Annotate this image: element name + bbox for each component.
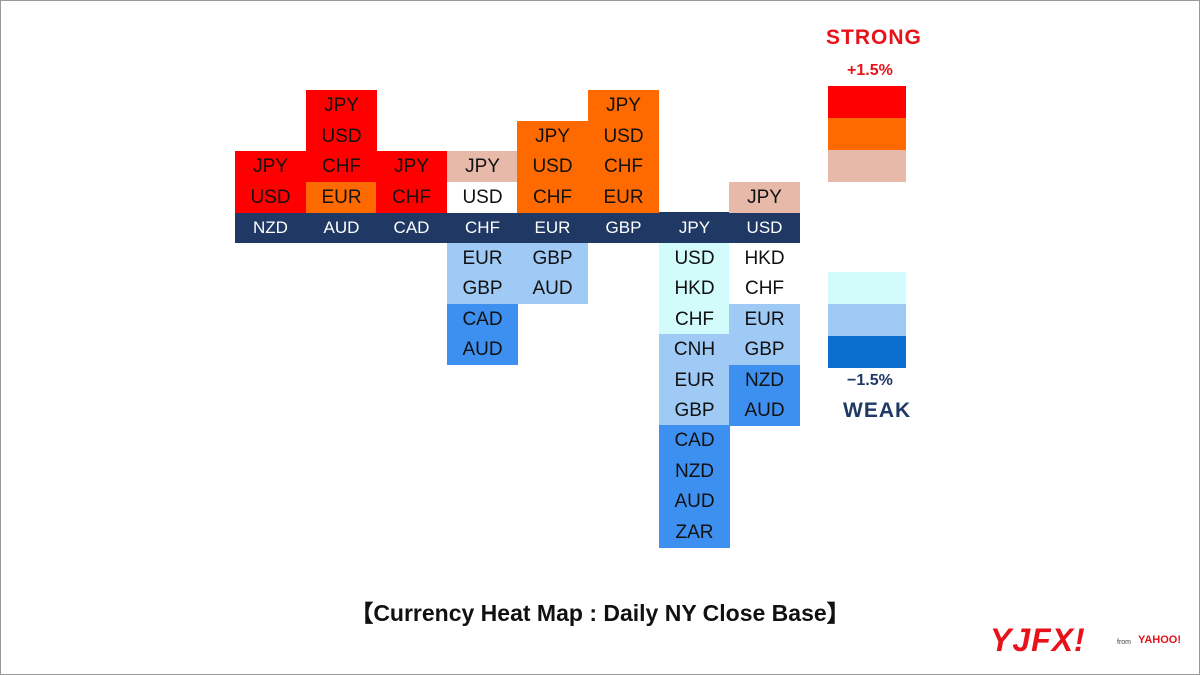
heatmap-cell-stronger: JPY xyxy=(306,90,377,121)
yjfx-logo: YJFX! from YAHOO! xyxy=(990,622,1181,662)
heatmap-cell-weaker: AUD xyxy=(659,486,730,517)
base-currency-cad: CAD xyxy=(393,217,430,237)
heatmap-cell-weaker: NZD xyxy=(729,365,800,396)
heatmap-cell-weaker: NZD xyxy=(659,456,730,487)
legend-swatch-weak xyxy=(828,304,906,336)
base-currency-chf: CHF xyxy=(465,217,500,237)
heatmap-cell-stronger: EUR xyxy=(306,182,377,213)
base-currency-usd: USD xyxy=(746,217,783,237)
heatmap-cell-stronger: USD xyxy=(235,182,306,213)
legend-swatch-strong xyxy=(828,150,906,182)
heatmap-cell-weaker: HKD xyxy=(659,273,730,304)
heatmap-cell-weaker: CAD xyxy=(659,425,730,456)
base-currency-gbp: GBP xyxy=(605,217,642,237)
heatmap-cell-weaker: AUD xyxy=(729,395,800,426)
heatmap-cell-stronger: JPY xyxy=(588,90,659,121)
heatmap-cell-stronger: CHF xyxy=(376,182,447,213)
heatmap-cell-weaker: CHF xyxy=(729,273,800,304)
base-currency-aud: AUD xyxy=(323,217,360,237)
heatmap-cell-weaker: USD xyxy=(659,243,730,274)
legend-swatch-weak xyxy=(828,336,906,368)
heatmap-cell-weaker: AUD xyxy=(517,273,588,304)
heatmap-cell-weaker: EUR xyxy=(659,365,730,396)
heatmap-cell-stronger: CHF xyxy=(588,151,659,182)
heatmap-cell-weaker: GBP xyxy=(729,334,800,365)
legend-min-label: −1.5% xyxy=(847,372,893,389)
heatmap-cell-weaker: CHF xyxy=(659,304,730,335)
base-currency-eur: EUR xyxy=(534,217,571,237)
legend-swatch-strong xyxy=(828,86,906,118)
legend-swatch-weak xyxy=(828,272,906,304)
heatmap-cell-weaker: ZAR xyxy=(659,517,730,548)
logo-sub-text: from xyxy=(1117,639,1131,646)
heatmap-cell-stronger: JPY xyxy=(517,121,588,152)
legend-weak-label: WEAK xyxy=(843,399,912,422)
logo-brand-text: YAHOO! xyxy=(1138,634,1181,646)
base-currency-jpy: JPY xyxy=(678,217,711,237)
heatmap-cell-weaker: AUD xyxy=(447,334,518,365)
logo-main-text: YJFX! xyxy=(990,622,1086,658)
heatmap-cell-stronger: JPY xyxy=(729,182,800,213)
heatmap-cell-stronger: CHF xyxy=(517,182,588,213)
heatmap-cell-weaker: GBP xyxy=(659,395,730,426)
heatmap-cell-stronger: USD xyxy=(588,121,659,152)
heatmap-cell-stronger: USD xyxy=(447,182,518,213)
heatmap-cell-weaker: EUR xyxy=(729,304,800,335)
heatmap-cell-stronger: JPY xyxy=(235,151,306,182)
heatmap-cell-stronger: USD xyxy=(517,151,588,182)
legend-swatch-strong xyxy=(828,118,906,150)
chart-title: 【Currency Heat Map : Daily NY Close Base… xyxy=(350,600,850,626)
heatmap-cell-stronger: CHF xyxy=(306,151,377,182)
base-currency-bar xyxy=(235,212,800,243)
legend-max-label: +1.5% xyxy=(847,62,893,79)
heatmap-cell-stronger: EUR xyxy=(588,182,659,213)
heatmap-cell-weaker: GBP xyxy=(447,273,518,304)
legend-strong-label: STRONG xyxy=(826,26,922,49)
heatmap-cell-weaker: HKD xyxy=(729,243,800,274)
base-currency-nzd: NZD xyxy=(253,217,288,237)
heatmap-cell-weaker: CAD xyxy=(447,304,518,335)
heatmap-cell-stronger: USD xyxy=(306,121,377,152)
heatmap-cell-stronger: JPY xyxy=(447,151,518,182)
heatmap-cell-weaker: CNH xyxy=(659,334,730,365)
heatmap-cell-weaker: GBP xyxy=(517,243,588,274)
heatmap-cell-stronger: JPY xyxy=(376,151,447,182)
heatmap-cell-weaker: EUR xyxy=(447,243,518,274)
